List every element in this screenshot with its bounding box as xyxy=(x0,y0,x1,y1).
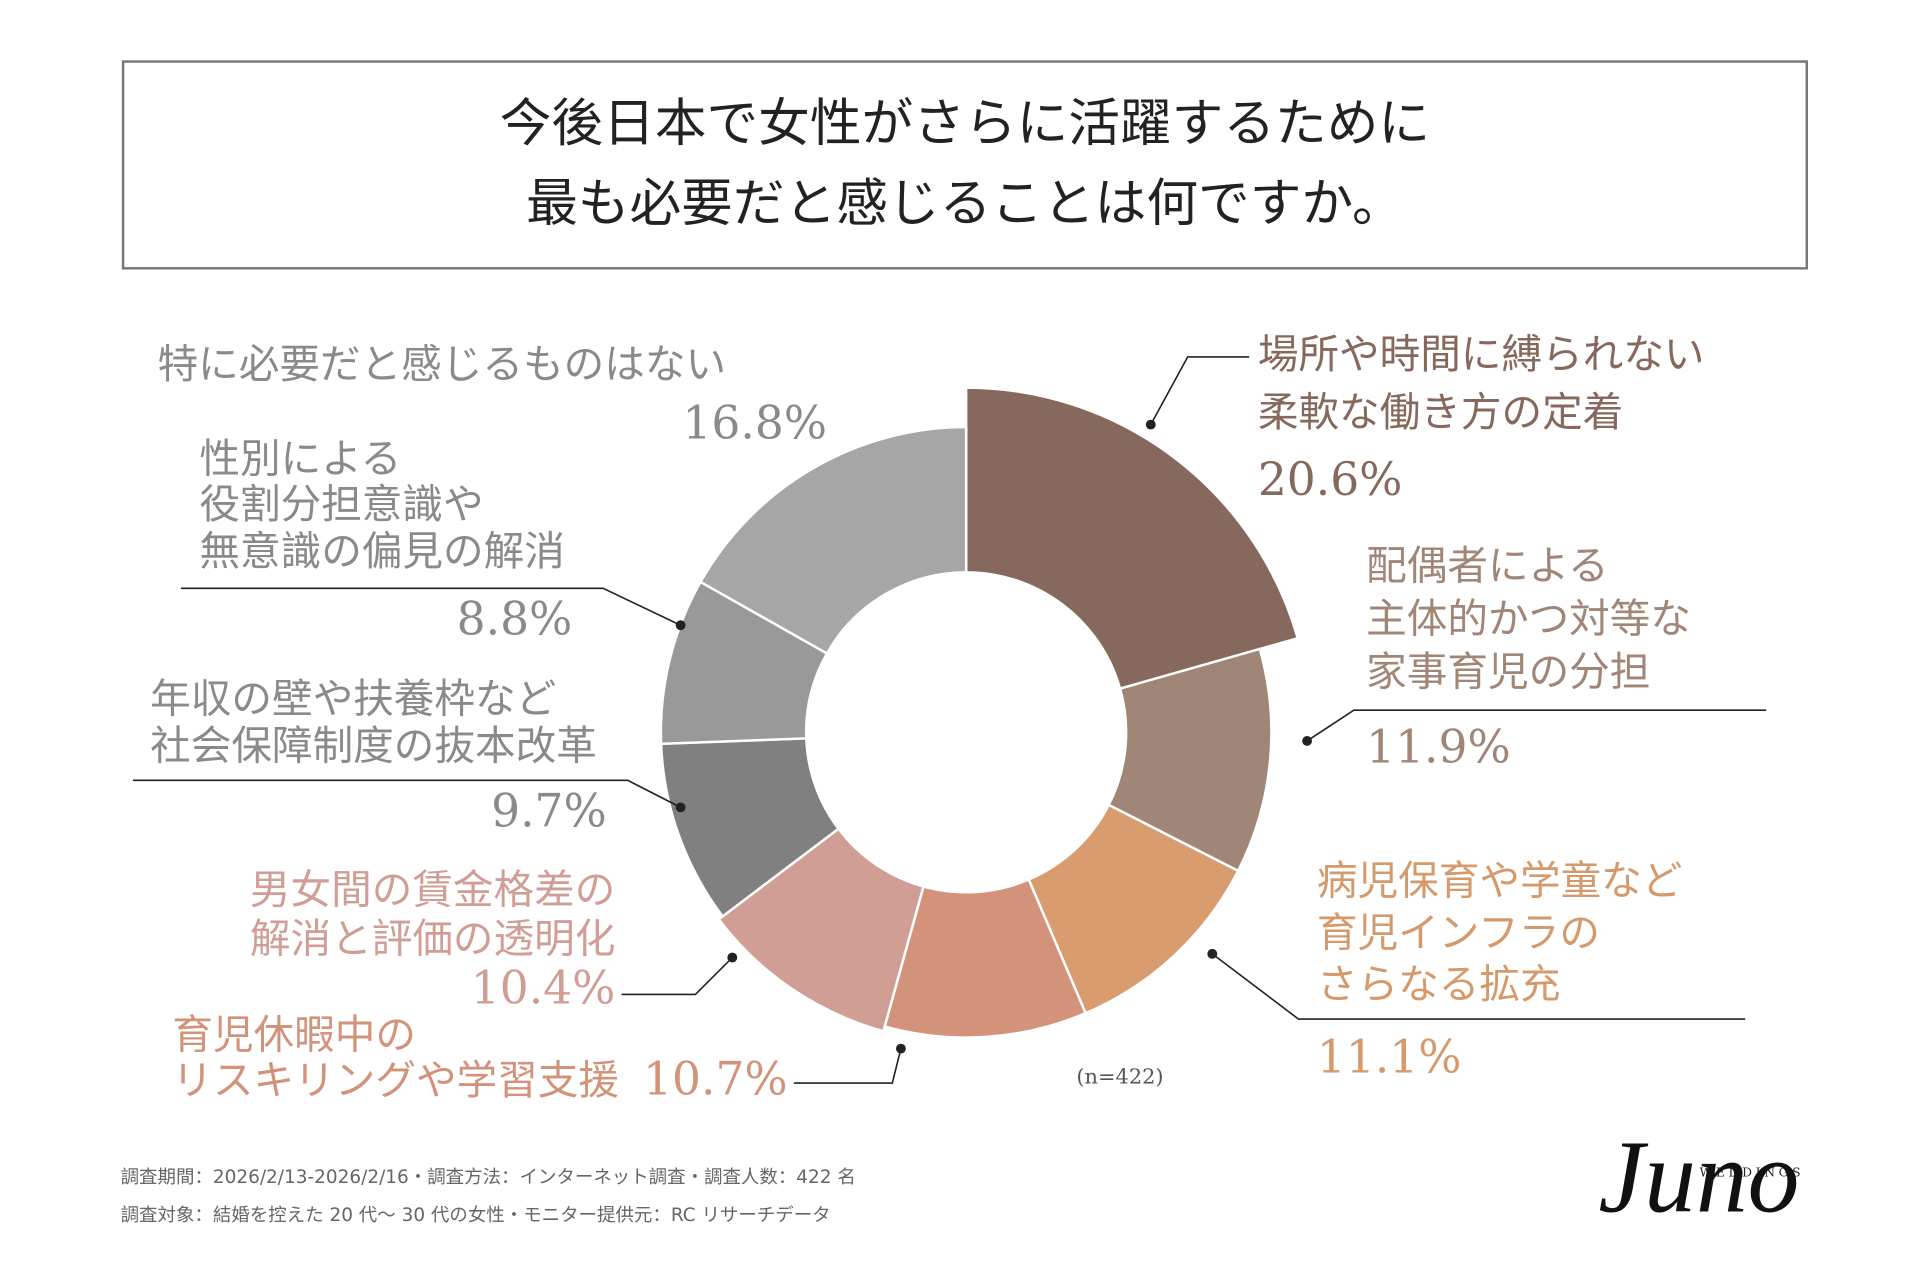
chart-title: 今後日本で女性がさらに活躍するために xyxy=(500,94,1430,154)
slice-label: 社会保障制度の抜本改革 xyxy=(150,721,597,769)
value-label: 16.8% xyxy=(682,397,827,450)
slice-label: 育児インフラの xyxy=(1317,908,1600,956)
leader-line xyxy=(1306,709,1767,742)
logo-sub: WEDDINGS xyxy=(1700,1165,1805,1179)
leader-line xyxy=(132,779,681,809)
leader-dot xyxy=(675,802,686,813)
leader-line xyxy=(1150,356,1250,425)
slice-label: リスキリングや学習支援 xyxy=(172,1056,619,1104)
value-label: 10.7% xyxy=(643,1053,788,1106)
slice-label: 役割分担意識や xyxy=(199,480,483,528)
leader-line xyxy=(793,1048,902,1084)
slice-label: 年収の壁や扶養枠など xyxy=(150,675,556,723)
slice-label: 場所や時間に縛られない xyxy=(1258,330,1705,378)
sample-note: (n=422) xyxy=(1076,1065,1163,1089)
footnote: 調査期間：2026/2/13-2026/2/16・調査方法：インターネット調査・… xyxy=(121,1167,856,1188)
leader-line xyxy=(180,587,681,626)
chart-title: 最も必要だと感じることは何ですか。 xyxy=(526,174,1404,234)
value-label: 20.6% xyxy=(1258,453,1403,506)
value-label: 8.8% xyxy=(457,592,573,645)
title-box xyxy=(121,60,1809,270)
donut-slice xyxy=(698,425,968,656)
slice-label: 家事育児の分担 xyxy=(1366,647,1650,695)
leader-dot xyxy=(1145,419,1156,430)
leader-dot xyxy=(1302,736,1312,746)
value-label: 10.4% xyxy=(471,962,616,1015)
slice-label: 無意識の偏見の解消 xyxy=(199,527,564,575)
leader-dot xyxy=(1207,948,1218,959)
slice-label: 病児保育や学童など xyxy=(1317,857,1682,905)
slice-label: 主体的かつ対等な xyxy=(1366,595,1691,643)
value-label: 11.1% xyxy=(1317,1030,1462,1083)
leader-dot xyxy=(675,620,686,631)
leader-dot xyxy=(727,952,738,963)
slice-label: 性別による xyxy=(199,435,401,483)
value-label: 11.9% xyxy=(1366,720,1511,773)
slice-label: 配偶者による xyxy=(1366,542,1608,590)
slice-label: 特に必要だと感じるものはない xyxy=(158,340,727,388)
leader-line xyxy=(1211,953,1746,1020)
leader-dot xyxy=(896,1043,906,1054)
slice-label: 育児休暇中の xyxy=(172,1011,416,1059)
donut-slice xyxy=(964,386,1300,691)
leader-line xyxy=(621,956,733,996)
donut-slice xyxy=(716,827,925,1033)
slice-label: 柔軟な働き方の定着 xyxy=(1258,388,1623,436)
slice-label: 解消と評価の透明化 xyxy=(250,915,615,963)
slice-label: 男女間の賃金格差の xyxy=(250,865,615,913)
value-label: 9.7% xyxy=(491,784,607,837)
slice-label: さらなる拡充 xyxy=(1317,960,1561,1008)
footnote: 調査対象：結婚を控えた 20 代～ 30 代の女性・モニター提供元：RC リサー… xyxy=(121,1205,831,1226)
logo: Juno xyxy=(1598,1120,1799,1234)
